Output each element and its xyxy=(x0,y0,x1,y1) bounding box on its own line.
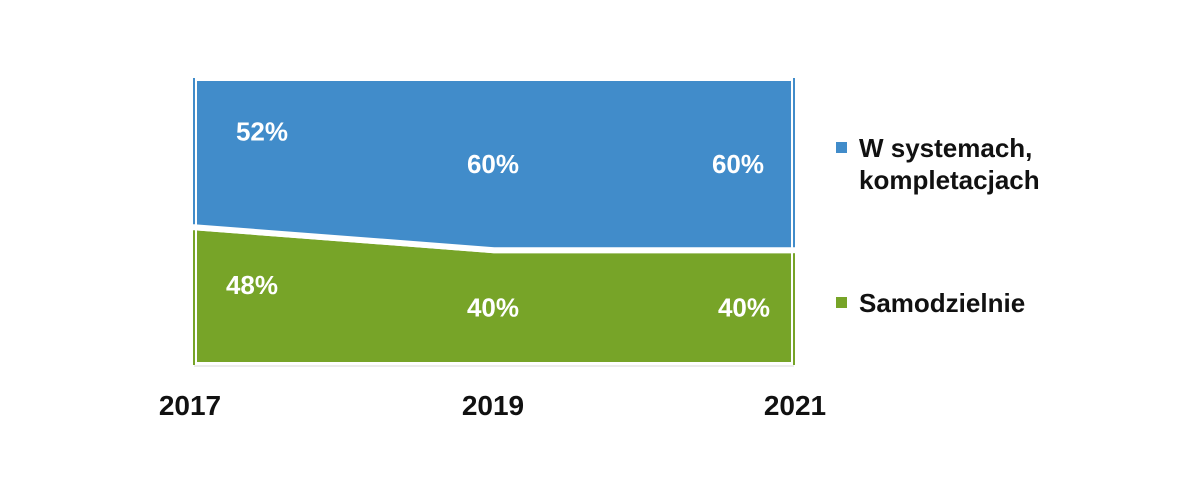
x-tick-label-2019: 2019 xyxy=(462,390,524,421)
data-label-samodzielnie-2019: 40% xyxy=(467,293,519,323)
data-label-samodzielnie-2017: 48% xyxy=(226,270,278,300)
x-tick-label-2017: 2017 xyxy=(159,390,221,421)
data-label-w-systemach-2019: 60% xyxy=(467,149,519,179)
data-label-samodzielnie-2021: 40% xyxy=(718,293,770,323)
legend-label-w-systemach: W systemach, kompletacjach xyxy=(859,133,1040,195)
legend-item-w-systemach: W systemach, kompletacjach xyxy=(836,132,1040,196)
data-label-w-systemach-2017: 52% xyxy=(236,117,288,147)
data-label-w-systemach-2021: 60% xyxy=(712,149,764,179)
legend-swatch-samodzielnie xyxy=(836,297,847,308)
legend-swatch-w-systemach xyxy=(836,142,847,153)
legend-label-samodzielnie: Samodzielnie xyxy=(859,288,1026,318)
legend-item-samodzielnie: Samodzielnie xyxy=(836,287,1025,319)
x-tick-label-2021: 2021 xyxy=(764,390,826,421)
